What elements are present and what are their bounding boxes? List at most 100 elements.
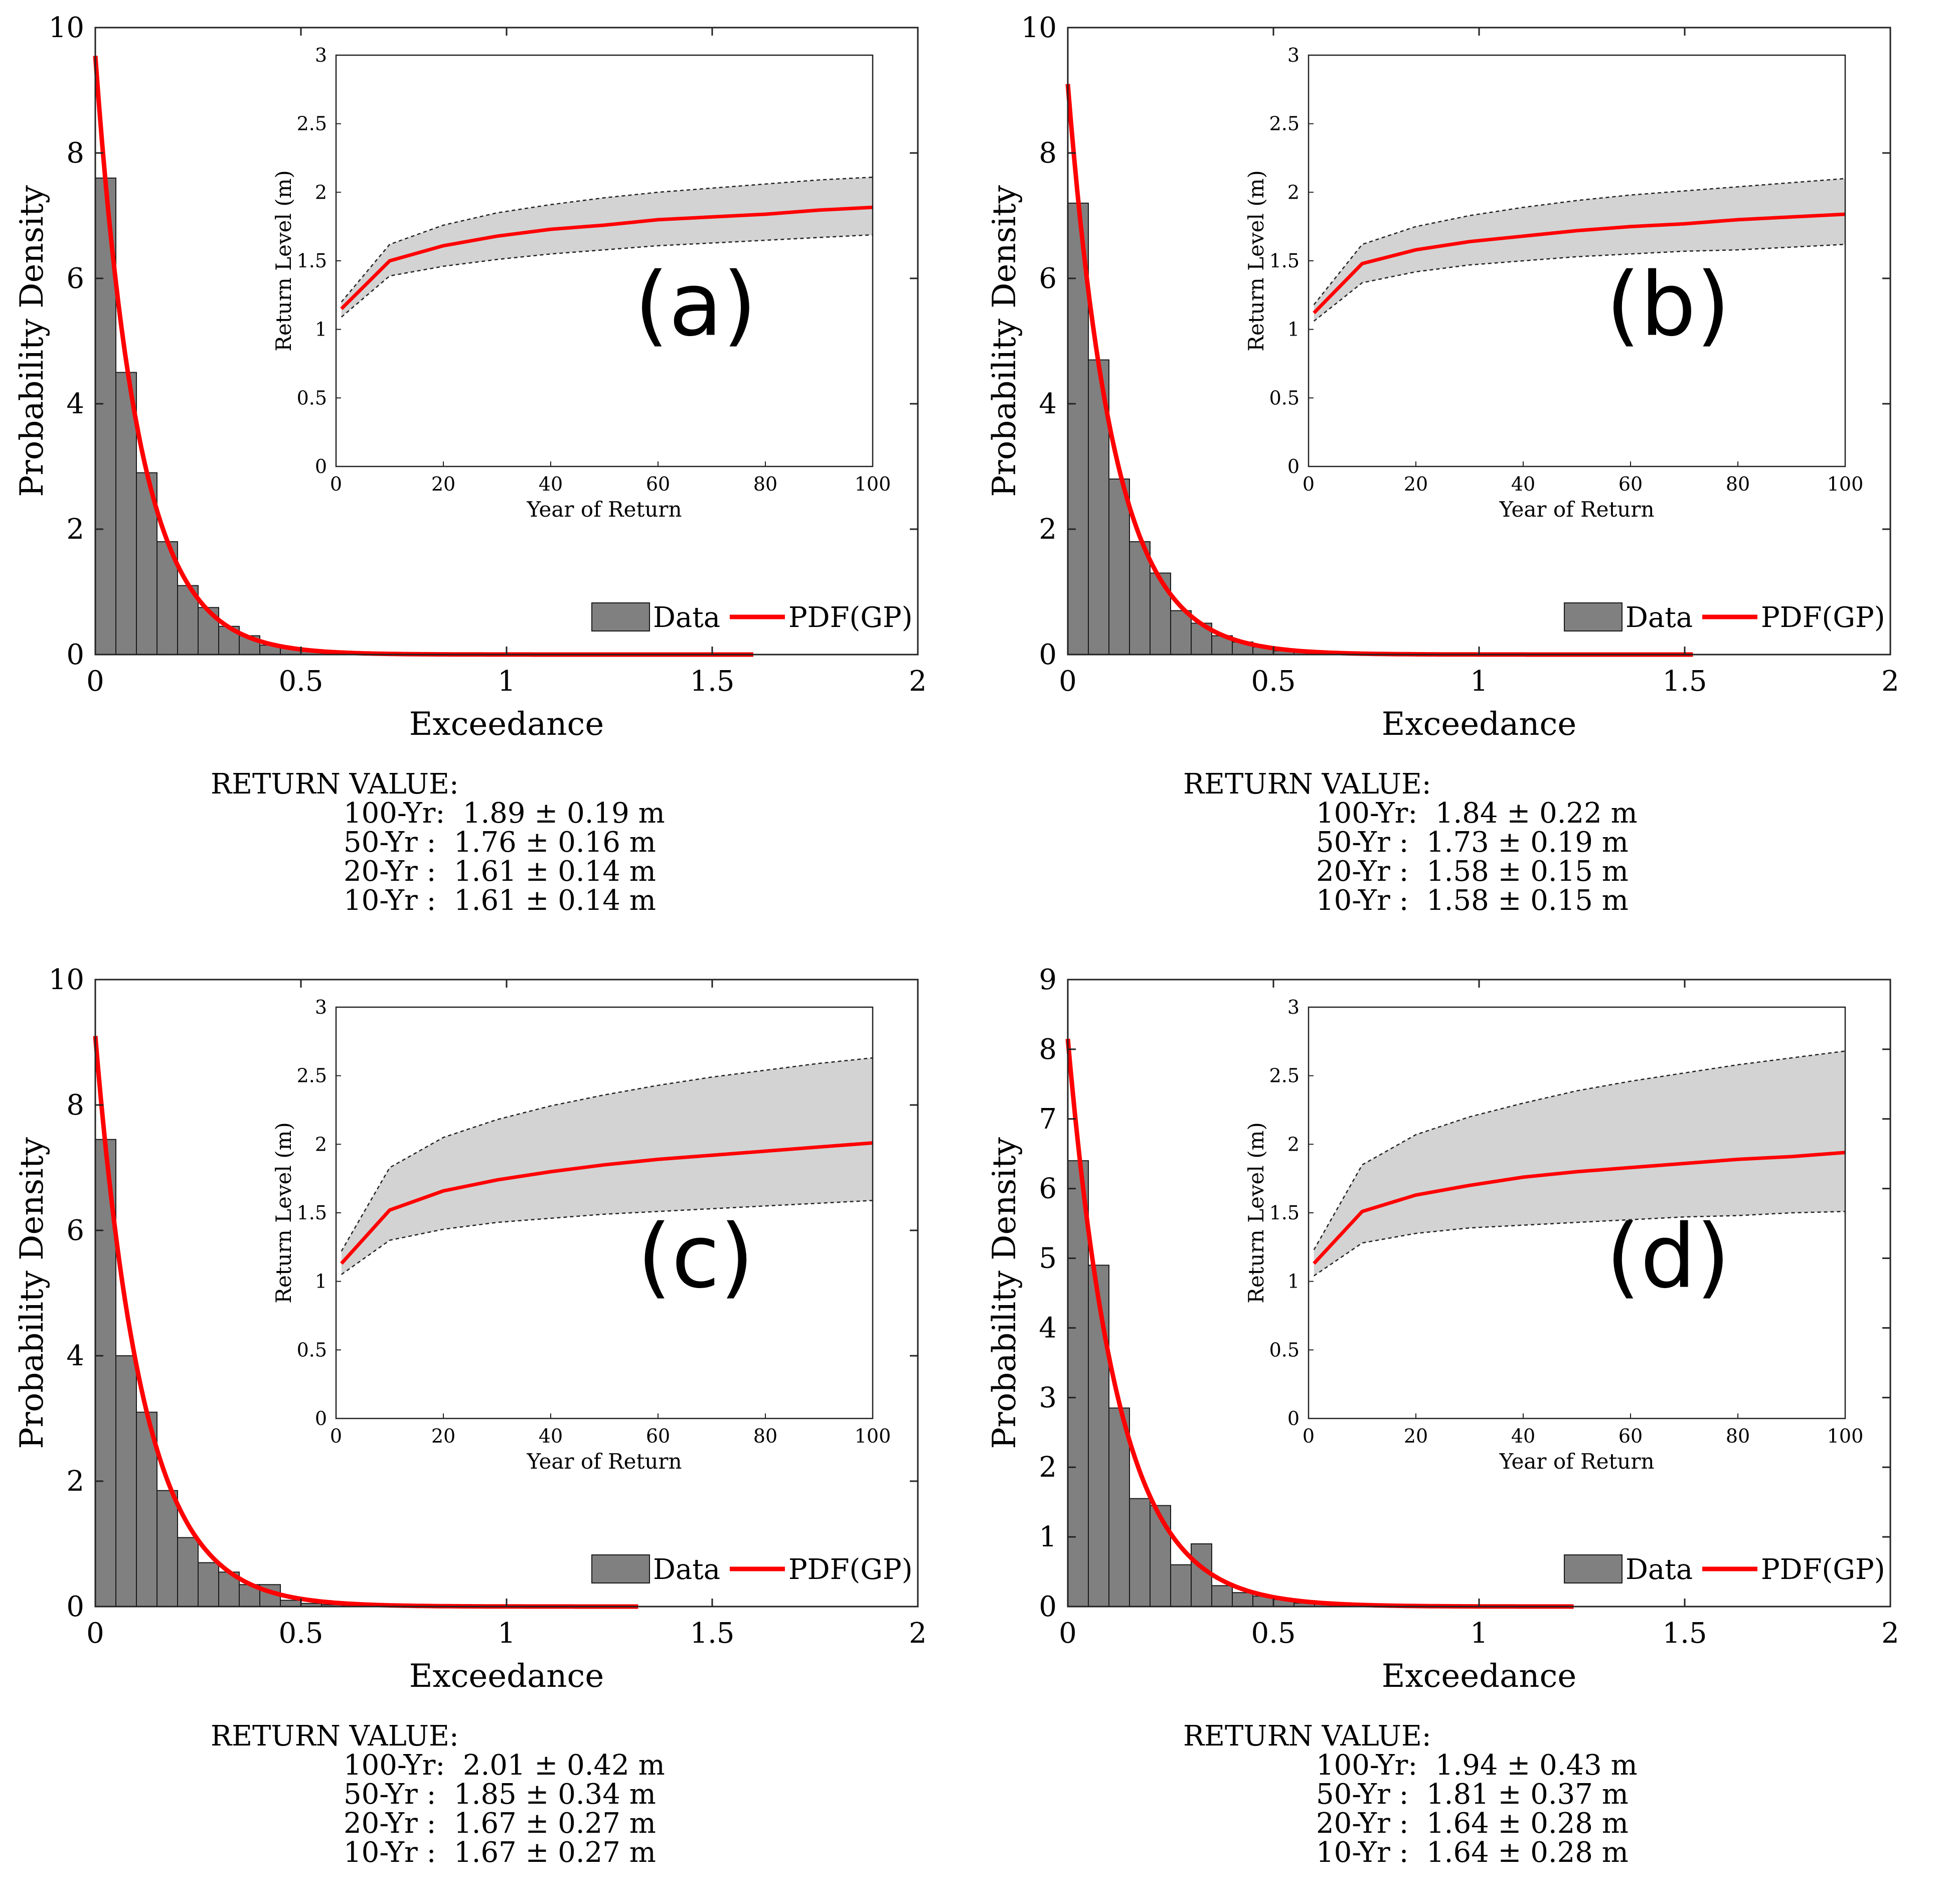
chart-panel-d: 0 0.5 1 1.5 2 0 1 2 3 4 5 6 7 8 9 Exceedance Probability…: [972, 952, 1945, 1904]
legend-swatch-data: [1564, 1554, 1623, 1583]
histogram-bar: [115, 1355, 137, 1607]
inset-x-tick-label: 80: [1726, 473, 1750, 495]
inset-y-axis-label: Return Level (m): [1244, 170, 1268, 352]
histogram-bar: [1088, 1264, 1109, 1607]
legend-label-pdf: PDF(GP): [1761, 601, 1885, 634]
return-value-line: 20-Yr : 1.61 ± 0.14 m: [344, 855, 656, 888]
return-value-line: 20-Yr : 1.67 ± 0.27 m: [344, 1807, 656, 1840]
return-value-title: RETURN VALUE:: [211, 1720, 459, 1753]
x-tick-label: 0.5: [278, 1617, 323, 1650]
x-axis-label: Exceedance: [409, 706, 604, 743]
panel-label: (a): [634, 254, 757, 356]
y-tick-label: 8: [1039, 1033, 1057, 1066]
panel-label: (b): [1606, 254, 1730, 356]
return-value-block: RETURN VALUE: 100-Yr: 1.84 ± 0.22 m 50-Yr …: [1183, 770, 1638, 915]
inset-y-tick-label: 3: [315, 996, 327, 1018]
return-level-line: [340, 1141, 873, 1265]
histogram-bar: [1150, 1505, 1171, 1607]
panel-label: (c): [637, 1206, 754, 1308]
histogram-bar: [1170, 610, 1192, 655]
inset-x-tick-label: 100: [855, 473, 891, 495]
inset-y-tick-label: 2.5: [297, 113, 327, 135]
inset-x-tick-label: 60: [1618, 1425, 1643, 1447]
inset-y-tick-label: 0.5: [297, 1339, 327, 1361]
return-value-title: RETURN VALUE:: [1183, 768, 1431, 801]
confidence-bound-lower: [1313, 243, 1846, 322]
x-tick-label: 0: [86, 665, 104, 698]
x-axis-label: Exceedance: [1382, 706, 1576, 743]
y-tick-label: 4: [1039, 388, 1057, 420]
return-value-line: 100-Yr: 2.01 ± 0.42 m: [344, 1749, 665, 1782]
x-tick-label: 2: [1881, 665, 1899, 698]
inset-x-tick-label: 60: [646, 473, 670, 495]
y-tick-label: 0: [1039, 1591, 1057, 1623]
x-tick-label: 1: [1470, 1617, 1488, 1650]
inset-x-tick-label: 80: [1726, 1425, 1750, 1447]
y-tick-label: 4: [1039, 1312, 1057, 1344]
inset-y-tick-label: 1: [315, 319, 327, 341]
return-value-line: 100-Yr: 1.89 ± 0.19 m: [344, 797, 665, 830]
inset-y-tick-label: 0.5: [1269, 1339, 1300, 1361]
inset-x-tick-label: 0: [330, 1425, 342, 1447]
y-axis-label: Probability Density: [14, 1137, 51, 1449]
return-value-line: 10-Yr : 1.64 ± 0.28 m: [1316, 1836, 1629, 1869]
y-tick-label: 6: [1039, 1173, 1057, 1205]
y-axis-label: Probability Density: [14, 185, 51, 497]
inset-y-tick-label: 2: [1287, 1133, 1300, 1155]
legend-swatch-data: [1564, 602, 1623, 631]
histogram-bar: [1129, 1498, 1151, 1607]
x-tick-label: 1: [1470, 665, 1488, 698]
inset-y-tick-label: 0: [1287, 455, 1300, 478]
inset-x-tick-label: 100: [855, 1425, 891, 1447]
inset-x-tick-label: 0: [1303, 473, 1315, 495]
legend-label-data: Data: [653, 601, 720, 634]
inset-y-tick-label: 0: [315, 455, 327, 478]
histogram-bar: [1211, 1585, 1233, 1608]
histogram-bar: [177, 1537, 199, 1607]
inset-y-tick-label: 1: [315, 1271, 327, 1293]
confidence-band: [1314, 179, 1845, 322]
legend-label-data: Data: [653, 1553, 720, 1586]
inset-x-tick-label: 20: [1404, 473, 1428, 495]
confidence-bound-upper: [341, 177, 873, 302]
y-tick-label: 0: [66, 1591, 84, 1623]
histogram-bar: [198, 1562, 219, 1607]
inset-x-tick-label: 60: [1618, 473, 1643, 495]
x-tick-label: 1.5: [1662, 1617, 1707, 1650]
chart-panel-b: 0 0.5 1 1.5 2 0 2 4 6 8 10 Exceedance Probability De…: [972, 0, 1945, 952]
inset-x-tick-label: 60: [646, 1425, 670, 1447]
return-value-block: RETURN VALUE: 100-Yr: 2.01 ± 0.42 m 50-Yr …: [211, 1722, 665, 1867]
inset-y-axis-label: Return Level (m): [271, 170, 296, 352]
inset-y-tick-label: 2: [315, 181, 327, 203]
x-tick-label: 0.5: [1251, 665, 1295, 698]
inset-x-tick-label: 40: [1511, 1425, 1535, 1447]
inset-y-tick-label: 2: [315, 1133, 327, 1155]
inset-x-tick-label: 20: [1404, 1425, 1428, 1447]
inset-y-tick-label: 1.5: [297, 1202, 327, 1224]
x-tick-label: 2: [1881, 1617, 1899, 1650]
inset-x-tick-label: 100: [1827, 1425, 1864, 1447]
y-tick-label: 2: [1039, 1451, 1057, 1484]
inset-y-tick-label: 3: [1287, 996, 1300, 1018]
inset-y-tick-label: 2.5: [297, 1065, 327, 1087]
confidence-bound-upper: [341, 1057, 873, 1252]
histogram-bar: [1088, 359, 1109, 655]
legend-label-data: Data: [1626, 1553, 1693, 1586]
y-tick-label: 6: [66, 262, 84, 295]
inset-y-tick-label: 1.5: [1269, 1202, 1300, 1224]
return-value-line: 10-Yr : 1.67 ± 0.27 m: [344, 1836, 656, 1869]
y-tick-label: 10: [49, 12, 84, 44]
x-tick-label: 2: [909, 665, 927, 698]
return-value-line: 50-Yr : 1.81 ± 0.37 m: [1316, 1778, 1629, 1811]
histogram-bar: [156, 1490, 178, 1607]
return-value-block: RETURN VALUE: 100-Yr: 1.89 ± 0.19 m 50-Yr …: [211, 770, 665, 915]
x-tick-label: 2: [909, 1617, 927, 1650]
y-tick-label: 1: [1039, 1521, 1057, 1553]
y-tick-label: 2: [66, 1465, 84, 1498]
return-value-line: 50-Yr : 1.73 ± 0.19 m: [1316, 826, 1629, 859]
y-tick-label: 2: [66, 513, 84, 546]
return-value-line: 20-Yr : 1.64 ± 0.28 m: [1316, 1807, 1629, 1840]
y-tick-label: 6: [66, 1214, 84, 1247]
